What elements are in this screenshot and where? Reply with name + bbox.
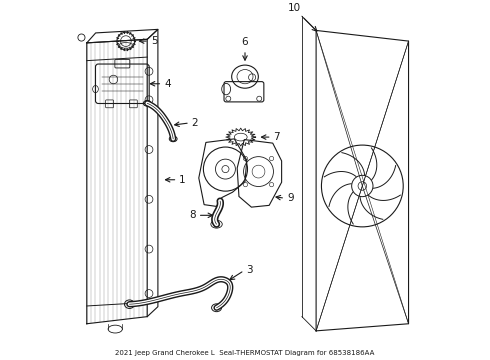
Text: 3: 3 <box>245 265 252 275</box>
Text: 9: 9 <box>287 193 294 203</box>
Text: 2021 Jeep Grand Cherokee L  Seal-THERMOSTAT Diagram for 68538186AA: 2021 Jeep Grand Cherokee L Seal-THERMOST… <box>115 350 375 356</box>
Text: 8: 8 <box>189 210 196 220</box>
Text: 5: 5 <box>151 36 157 46</box>
Text: 4: 4 <box>164 79 171 89</box>
Text: 7: 7 <box>273 132 280 142</box>
Text: 2: 2 <box>192 118 198 128</box>
Text: 1: 1 <box>179 175 186 185</box>
Text: 10: 10 <box>288 3 301 13</box>
Text: 6: 6 <box>242 37 248 48</box>
